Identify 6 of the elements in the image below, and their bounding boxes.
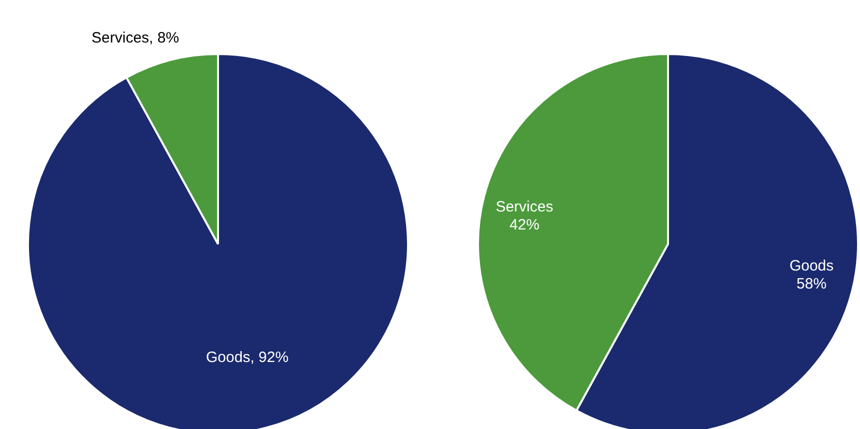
slice-label: Services (496, 198, 554, 216)
slice-label: Services, 8% (92, 30, 180, 47)
data-label: 58% (796, 275, 827, 292)
slice-label: Goods, 92% (206, 349, 289, 366)
data-label: 42% (509, 216, 540, 234)
slice-label: Goods (789, 257, 834, 274)
